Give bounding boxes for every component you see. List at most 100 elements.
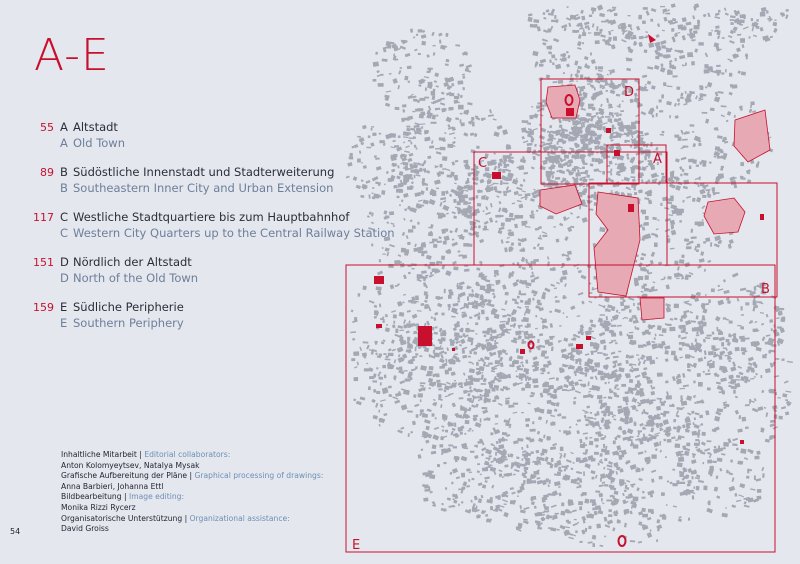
building	[466, 485, 470, 488]
building	[475, 281, 480, 286]
building	[647, 324, 654, 330]
building	[680, 145, 687, 150]
building	[630, 176, 636, 179]
building	[535, 314, 538, 318]
building	[699, 85, 703, 88]
building	[498, 444, 505, 450]
building	[577, 365, 583, 371]
building	[730, 22, 734, 26]
building	[423, 497, 429, 502]
building	[432, 88, 436, 93]
building	[757, 301, 763, 304]
building	[748, 321, 752, 324]
building	[384, 327, 391, 333]
building	[450, 430, 454, 436]
building	[424, 138, 429, 142]
building	[485, 206, 489, 211]
building	[691, 471, 697, 475]
toc-entry-a[interactable]: 55 A Altstadt A Old Town	[0, 120, 380, 154]
building	[467, 302, 474, 306]
toc-entry-e[interactable]: 159 E Südliche Peripherie E Southern Perip…	[0, 300, 380, 334]
building	[641, 20, 646, 25]
building	[702, 370, 705, 373]
red-marker	[374, 276, 384, 284]
building	[576, 70, 581, 74]
building	[478, 161, 482, 166]
toc-entry-b[interactable]: 89 B Südöstliche Innenstadt und Stadterwe…	[0, 165, 380, 199]
building	[399, 45, 407, 50]
building	[604, 473, 612, 479]
building	[615, 145, 622, 151]
building	[633, 146, 639, 149]
building	[414, 48, 418, 52]
building	[679, 450, 684, 453]
building	[495, 387, 499, 391]
building	[541, 295, 546, 300]
building	[492, 292, 495, 296]
building	[434, 417, 437, 420]
building	[391, 310, 397, 313]
building	[464, 265, 469, 267]
building	[397, 354, 401, 358]
building	[643, 283, 647, 287]
building	[440, 404, 443, 408]
building	[508, 248, 511, 253]
building	[473, 351, 478, 355]
building	[452, 498, 455, 501]
building	[542, 159, 548, 165]
building	[601, 122, 608, 126]
building	[480, 117, 484, 121]
toc-entry-c[interactable]: 117 C Westliche Stadtquartiere bis zum Ha…	[0, 210, 395, 244]
building	[622, 492, 625, 497]
building	[675, 439, 679, 442]
toc-title-de: C Westliche Stadtquartiere bis zum Hauptb…	[60, 210, 349, 224]
building	[631, 405, 637, 410]
toc-entry-d[interactable]: 151 D Nördlich der Altstadt D North of the…	[0, 255, 380, 289]
building	[574, 13, 579, 17]
red-marker	[606, 128, 611, 133]
building	[521, 190, 526, 193]
building	[569, 147, 575, 151]
building	[366, 215, 370, 218]
building	[679, 481, 686, 484]
building	[536, 430, 541, 435]
building	[491, 345, 496, 348]
building	[585, 436, 588, 440]
building	[498, 356, 504, 362]
building	[388, 72, 392, 75]
building	[632, 137, 637, 143]
building	[407, 205, 411, 210]
building	[572, 176, 575, 179]
building	[638, 85, 645, 90]
building	[630, 166, 635, 169]
building	[628, 331, 634, 334]
building	[494, 364, 500, 368]
building	[529, 114, 534, 120]
building	[667, 70, 673, 75]
building	[428, 307, 432, 312]
building	[362, 341, 369, 344]
building	[753, 341, 759, 346]
building	[468, 119, 474, 125]
building	[478, 377, 481, 380]
building	[407, 336, 411, 341]
building	[467, 355, 471, 358]
building	[611, 314, 618, 321]
building	[703, 268, 707, 272]
building	[576, 482, 580, 485]
building	[728, 485, 736, 492]
building	[704, 294, 707, 296]
building	[511, 491, 516, 495]
building	[598, 293, 603, 298]
building	[688, 517, 691, 521]
building	[523, 171, 529, 175]
building	[371, 398, 376, 404]
building	[375, 402, 379, 408]
building	[489, 466, 497, 473]
building	[554, 512, 559, 515]
building	[540, 517, 546, 521]
building	[753, 498, 760, 503]
building	[599, 318, 603, 323]
building	[625, 354, 630, 359]
building	[608, 160, 613, 165]
